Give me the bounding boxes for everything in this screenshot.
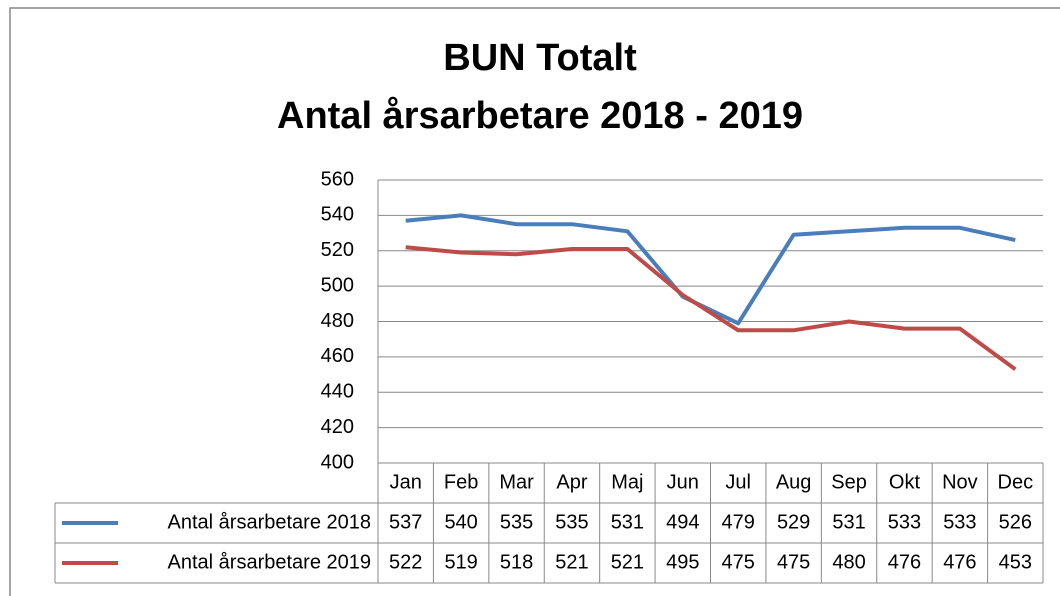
chart-title: BUN Totalt [443,37,637,79]
x-tick-label: Jul [725,471,751,493]
table-value: 479 [722,511,755,533]
table-value: 531 [832,511,865,533]
x-tick-label: Jan [390,471,422,493]
y-tick-label: 460 [321,345,354,367]
x-tick-label: Dec [998,471,1034,493]
table-value: 480 [832,551,865,573]
table-value: 518 [500,551,533,573]
table-value: 494 [666,511,699,533]
table-value: 475 [777,551,810,573]
table-value: 531 [611,511,644,533]
legend-label: Antal årsarbetare 2018 [168,511,371,533]
table-value: 521 [555,551,588,573]
y-tick-label: 440 [321,381,354,403]
y-tick-label: 400 [321,451,354,473]
x-tick-label: Maj [611,471,643,493]
series-line [405,245,1017,371]
y-tick-label: 420 [321,416,354,438]
legend-label: Antal årsarbetare 2019 [168,551,371,573]
table-value: 521 [611,551,644,573]
table-value: 526 [999,511,1032,533]
table-value: 476 [888,551,921,573]
y-tick-label: 520 [321,239,354,261]
table-value: 519 [444,551,477,573]
chart-frame [9,7,1060,596]
y-tick-label: 500 [321,274,354,296]
y-tick-label: 560 [321,168,354,190]
series-line [405,213,1016,326]
y-tick-label: 480 [321,310,354,332]
table-value: 540 [444,511,477,533]
y-tick-label: 540 [321,204,354,226]
x-tick-label: Apr [556,471,587,493]
table-value: 476 [943,551,976,573]
table-value: 537 [389,511,422,533]
x-tick-label: Nov [942,471,978,493]
table-value: 529 [777,511,810,533]
x-tick-label: Okt [889,471,921,493]
table-value: 533 [888,511,921,533]
table-value: 535 [555,511,588,533]
x-tick-label: Aug [776,471,812,493]
table-value: 453 [999,551,1032,573]
x-tick-label: Feb [444,471,478,493]
table-value: 495 [666,551,699,573]
table-value: 522 [389,551,422,573]
x-tick-label: Mar [499,471,534,493]
x-tick-label: Jun [667,471,699,493]
x-tick-label: Sep [831,471,867,493]
table-value: 475 [722,551,755,573]
table-value: 533 [943,511,976,533]
chart-title: Antal årsarbetare 2018 - 2019 [277,95,803,137]
table-value: 535 [500,511,533,533]
